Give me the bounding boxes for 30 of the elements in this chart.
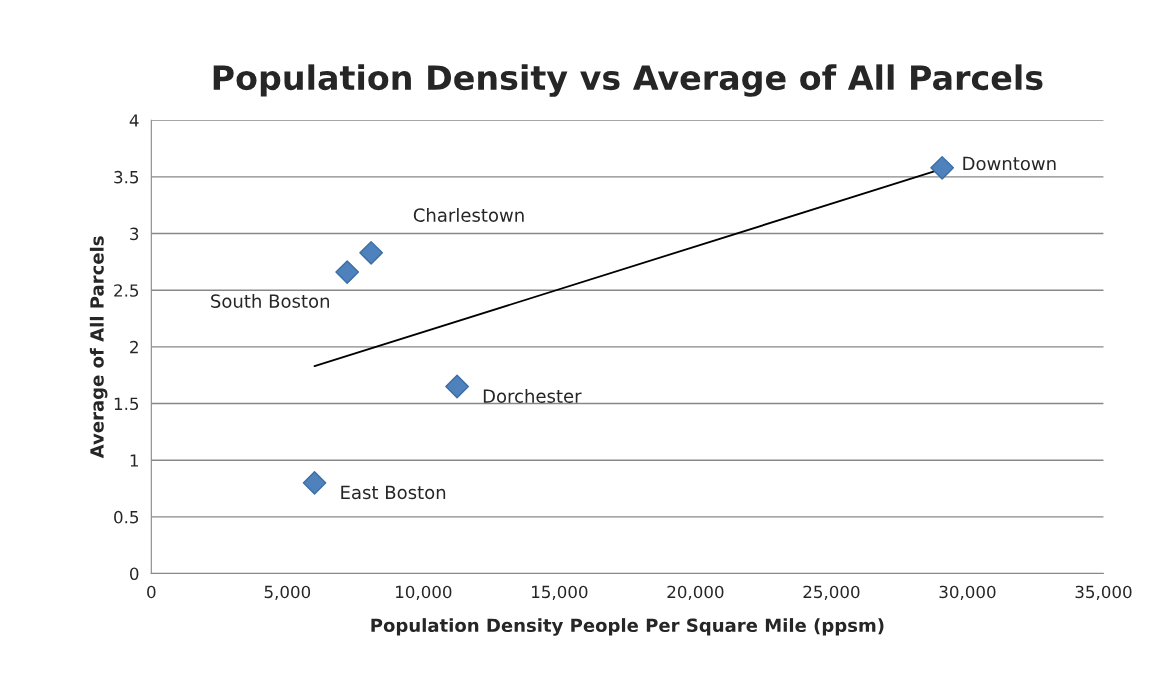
annotation: Downtown — [963, 156, 1056, 171]
point — [445, 374, 469, 399]
annotation: Charlestown — [413, 207, 524, 222]
y-tick-label: 4 — [129, 114, 139, 127]
x-tick-label: 35,000 — [1075, 585, 1132, 600]
annotation: South Boston — [211, 293, 329, 308]
x-tick-label: 20,000 — [667, 585, 724, 600]
chart-title: Population Density vs Average of All Parcels — [213, 64, 1043, 97]
y-tick-label: 3 — [130, 227, 139, 241]
y-tick-label: 0 — [130, 567, 139, 581]
x-tick-label: 10,000 — [396, 585, 452, 600]
point — [335, 260, 360, 284]
x-tick-label: 5,000 — [264, 585, 311, 600]
y-tick-label: 0.5 — [114, 510, 139, 524]
y-tick-label: 2 — [130, 340, 138, 354]
x-tick-label: 30,000 — [939, 585, 996, 600]
y-axis-title: Average of All Parcels — [89, 236, 108, 459]
annotation: East Boston — [341, 485, 446, 500]
point — [302, 470, 327, 495]
y-tick-label: 1.5 — [114, 397, 139, 411]
x-tick-label: 25,000 — [803, 585, 860, 600]
annotation: Dorchester — [483, 388, 582, 403]
x-axis-title: Population Density People Per Square Mile (ppsm) — [371, 618, 884, 636]
x-tick-label: 15,000 — [532, 585, 588, 600]
y-tick-label: 3.5 — [114, 170, 139, 184]
point — [359, 240, 384, 265]
y-tick-label: 2.5 — [114, 284, 139, 297]
y-tick-label: 1 — [130, 454, 138, 467]
x-tick-label: 0 — [147, 585, 156, 599]
point — [930, 155, 955, 180]
